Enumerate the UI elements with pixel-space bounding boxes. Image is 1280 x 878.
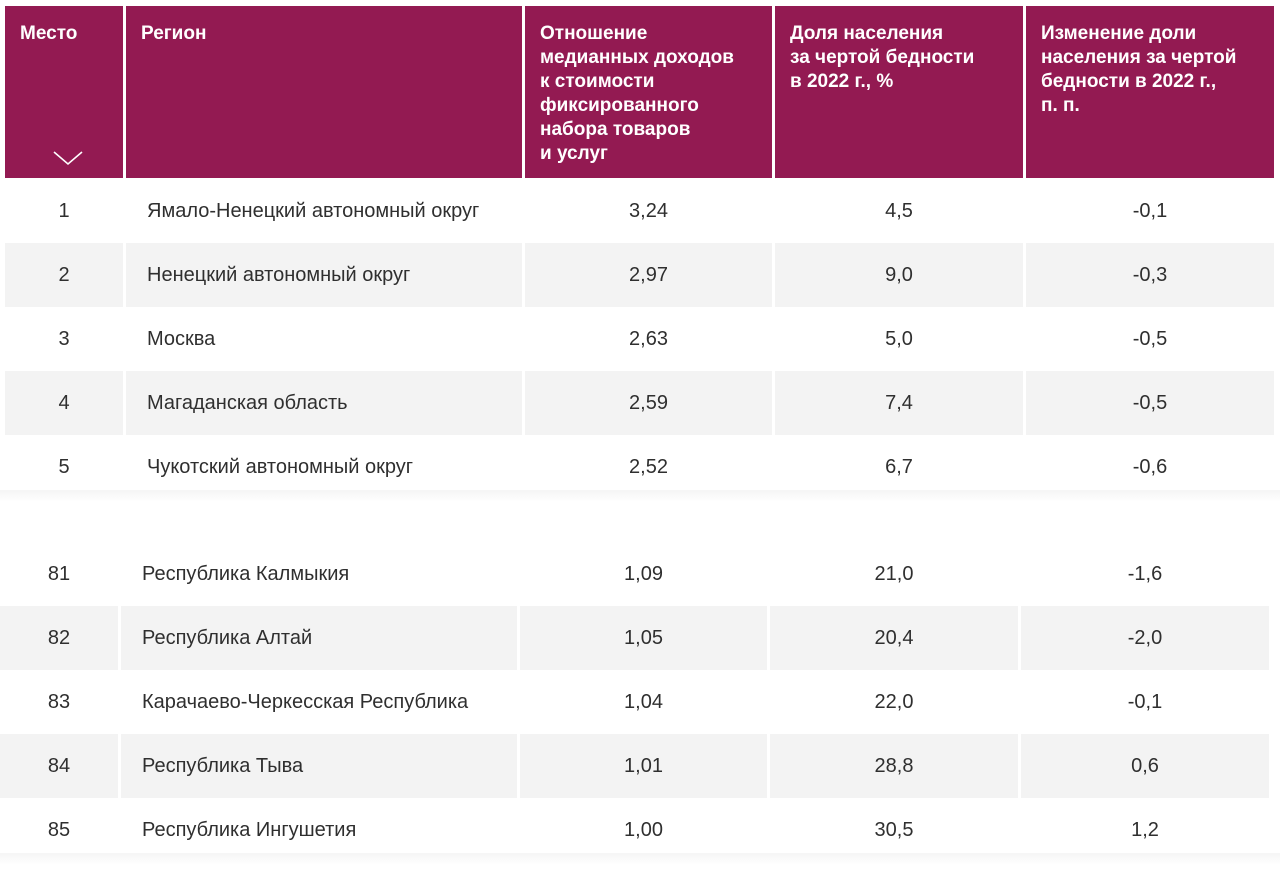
- share-cell: 4,5: [885, 200, 913, 222]
- header-ratio-line-4: фиксированного: [540, 95, 699, 116]
- header-change-line-2: населения за чертой: [1041, 47, 1237, 68]
- place-cell: 4: [5, 371, 123, 435]
- change-cell: 1,2: [1131, 819, 1159, 841]
- change-cell: -0,1: [1127, 691, 1163, 713]
- region-cell: Республика Тыва: [121, 734, 517, 798]
- change-cell: 0,6: [1021, 734, 1269, 798]
- table-row: 1 Ямало-Ненецкий автономный округ 3,24 4…: [0, 179, 1280, 243]
- place-cell: 5: [58, 456, 70, 478]
- header-share-line-1: Доля населения: [790, 23, 944, 44]
- table-row: 81 Республика Калмыкия 1,09 21,0 -1,6: [0, 542, 1280, 606]
- header-change-line-4: п. п.: [1041, 95, 1080, 116]
- share-cell: 7,4: [775, 371, 1023, 435]
- header-share-line-2: за чертой бедности: [790, 47, 975, 68]
- place-cell: 1: [58, 200, 70, 222]
- header-change[interactable]: Изменение доли населения за чертой бедно…: [1026, 6, 1274, 178]
- region-cell: Республика Алтай: [121, 606, 517, 670]
- header-ratio-line-6: и услуг: [540, 143, 608, 164]
- ratio-cell: 1,04: [624, 691, 663, 713]
- region-cell: Республика Ингушетия: [142, 819, 357, 841]
- region-cell: Ненецкий автономный округ: [126, 243, 522, 307]
- share-cell: 28,8: [770, 734, 1018, 798]
- change-cell: -0,5: [1026, 371, 1274, 435]
- header-ratio-line-1: Отношение: [540, 23, 648, 44]
- region-cell: Карачаево-Черкесская Республика: [142, 691, 469, 713]
- chevron-down-icon[interactable]: [52, 149, 84, 167]
- place-cell: 82: [0, 606, 118, 670]
- change-cell: -0,1: [1132, 200, 1168, 222]
- table-row: 3 Москва 2,63 5,0 -0,5: [0, 307, 1280, 371]
- change-cell: -0,3: [1026, 243, 1274, 307]
- header-region-label: Регион: [141, 23, 207, 44]
- header-ratio-line-2: медианных доходов: [540, 47, 734, 68]
- change-cell: -1,6: [1127, 563, 1163, 585]
- place-cell: 81: [47, 563, 71, 585]
- region-cell: Магаданская область: [126, 371, 522, 435]
- share-cell: 21,0: [874, 563, 914, 585]
- share-cell: 22,0: [874, 691, 914, 713]
- header-change-line-3: бедности в 2022 г.,: [1041, 71, 1217, 92]
- header-share-line-3: в 2022 г., %: [790, 71, 894, 92]
- ratio-cell: 3,24: [629, 200, 668, 222]
- header-region[interactable]: Регион: [126, 6, 522, 178]
- share-cell: 6,7: [885, 456, 913, 478]
- header-ratio-line-5: набора товаров: [540, 119, 691, 140]
- table-row: 84 Республика Тыва 1,01 28,8 0,6: [0, 734, 1280, 798]
- place-cell: 83: [47, 691, 71, 713]
- header-ratio[interactable]: Отношение медианных доходов к стоимости …: [525, 6, 772, 178]
- ratio-cell: 1,01: [520, 734, 767, 798]
- change-cell: -0,6: [1132, 456, 1168, 478]
- region-cell: Москва: [147, 328, 216, 350]
- share-cell: 30,5: [874, 819, 914, 841]
- ratio-cell: 2,52: [629, 456, 668, 478]
- header-place[interactable]: Место: [5, 6, 123, 178]
- table-row: 83 Карачаево-Черкесская Республика 1,04 …: [0, 670, 1280, 734]
- table-fade: [0, 490, 1280, 502]
- share-cell: 20,4: [770, 606, 1018, 670]
- header-place-label: Место: [20, 23, 78, 44]
- share-cell: 5,0: [885, 328, 913, 350]
- place-cell: 85: [47, 819, 71, 841]
- header-share[interactable]: Доля населения за чертой бедности в 2022…: [775, 6, 1023, 178]
- table-fade: [0, 853, 1280, 865]
- region-cell: Чукотский автономный округ: [147, 456, 414, 478]
- ratio-cell: 2,97: [525, 243, 772, 307]
- place-cell: 84: [0, 734, 118, 798]
- ratio-cell: 1,00: [624, 819, 663, 841]
- table-row: 82 Республика Алтай 1,05 20,4 -2,0: [0, 606, 1280, 670]
- change-cell: -2,0: [1021, 606, 1269, 670]
- place-cell: 2: [5, 243, 123, 307]
- region-cell: Ямало-Ненецкий автономный округ: [147, 200, 480, 222]
- share-cell: 9,0: [775, 243, 1023, 307]
- region-cell: Республика Калмыкия: [142, 563, 350, 585]
- ratio-cell: 1,05: [520, 606, 767, 670]
- header-change-line-1: Изменение доли: [1041, 23, 1197, 44]
- table-row: 2 Ненецкий автономный округ 2,97 9,0 -0,…: [0, 243, 1280, 307]
- table-row: 85 Республика Ингушетия 1,00 30,5 1,2: [0, 798, 1280, 862]
- header-ratio-line-3: к стоимости: [540, 71, 655, 92]
- table-row: 5 Чукотский автономный округ 2,52 6,7 -0…: [0, 435, 1280, 499]
- table-row: 4 Магаданская область 2,59 7,4 -0,5: [0, 371, 1280, 435]
- ratio-cell: 2,63: [629, 328, 668, 350]
- ratio-cell: 1,09: [624, 563, 663, 585]
- ratio-cell: 2,59: [525, 371, 772, 435]
- change-cell: -0,5: [1132, 328, 1168, 350]
- place-cell: 3: [58, 328, 70, 350]
